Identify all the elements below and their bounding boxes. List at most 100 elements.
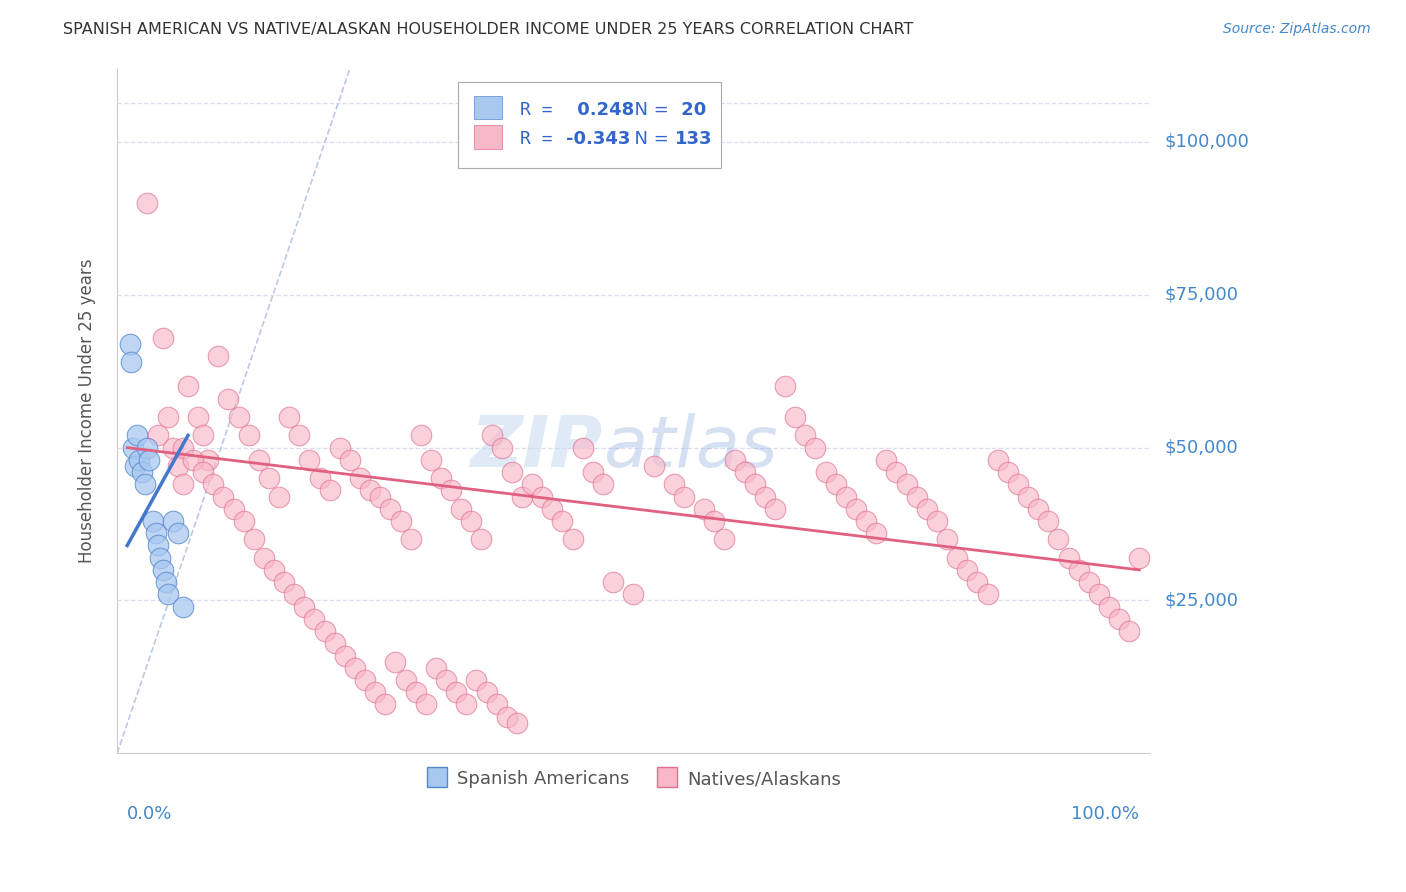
Point	[434, 673, 457, 687]
Point	[1067, 563, 1090, 577]
Text: atlas: atlas	[603, 413, 778, 482]
Point	[263, 563, 285, 577]
Point	[460, 514, 482, 528]
Point	[1118, 624, 1140, 638]
Point	[1098, 599, 1121, 614]
Point	[405, 685, 427, 699]
Text: Source: ZipAtlas.com: Source: ZipAtlas.com	[1223, 22, 1371, 37]
Point	[267, 490, 290, 504]
Point	[430, 471, 453, 485]
Point	[131, 465, 153, 479]
Point	[734, 465, 756, 479]
Point	[120, 336, 142, 351]
Point	[288, 428, 311, 442]
Point	[662, 477, 685, 491]
FancyBboxPatch shape	[458, 82, 721, 168]
Point	[304, 612, 326, 626]
Point	[141, 514, 163, 528]
Point	[824, 477, 846, 491]
Point	[571, 441, 593, 455]
Point	[323, 636, 346, 650]
Point	[592, 477, 614, 491]
Point	[936, 533, 959, 547]
Text: SPANISH AMERICAN VS NATIVE/ALASKAN HOUSEHOLDER INCOME UNDER 25 YEARS CORRELATION: SPANISH AMERICAN VS NATIVE/ALASKAN HOUSE…	[63, 22, 914, 37]
Point	[187, 410, 209, 425]
Point	[197, 453, 219, 467]
Point	[531, 490, 554, 504]
Point	[804, 441, 827, 455]
Text: $75,000: $75,000	[1164, 285, 1239, 304]
Point	[450, 501, 472, 516]
Point	[419, 453, 441, 467]
Point	[217, 392, 239, 406]
Point	[773, 379, 796, 393]
Point	[308, 471, 330, 485]
Point	[172, 599, 194, 614]
Point	[314, 624, 336, 638]
Point	[481, 428, 503, 442]
Point	[120, 355, 142, 369]
Point	[146, 428, 169, 442]
Point	[754, 490, 776, 504]
Point	[138, 453, 160, 467]
Point	[475, 685, 498, 699]
Point	[875, 453, 897, 467]
Point	[409, 428, 432, 442]
Point	[1077, 575, 1099, 590]
Point	[956, 563, 979, 577]
Point	[495, 709, 517, 723]
Text: R =: R =	[520, 130, 564, 148]
Point	[181, 453, 204, 467]
Point	[228, 410, 250, 425]
Point	[1088, 587, 1111, 601]
Point	[380, 501, 402, 516]
Point	[946, 550, 969, 565]
Point	[222, 501, 245, 516]
Point	[162, 441, 184, 455]
Point	[987, 453, 1010, 467]
Point	[915, 501, 938, 516]
Point	[551, 514, 574, 528]
Point	[166, 458, 188, 473]
Point	[162, 514, 184, 528]
Point	[384, 655, 406, 669]
Point	[339, 453, 361, 467]
Point	[865, 526, 887, 541]
Point	[212, 490, 235, 504]
Point	[399, 533, 422, 547]
Point	[134, 477, 156, 491]
Point	[621, 587, 644, 601]
Point	[232, 514, 254, 528]
Point	[191, 428, 214, 442]
Point	[354, 673, 377, 687]
Point	[273, 575, 295, 590]
Point	[374, 698, 396, 712]
Text: 0.248: 0.248	[571, 101, 634, 119]
Text: $25,000: $25,000	[1164, 591, 1239, 609]
Point	[582, 465, 605, 479]
Text: N =: N =	[623, 101, 675, 119]
Text: R =: R =	[520, 101, 564, 119]
Point	[1108, 612, 1130, 626]
Point	[152, 563, 174, 577]
Point	[191, 465, 214, 479]
Point	[1038, 514, 1060, 528]
Point	[520, 477, 543, 491]
Point	[976, 587, 998, 601]
Y-axis label: Householder Income Under 25 years: Householder Income Under 25 years	[79, 259, 96, 563]
Point	[359, 483, 381, 498]
Point	[444, 685, 467, 699]
Text: $100,000: $100,000	[1164, 133, 1250, 151]
Point	[465, 673, 488, 687]
Point	[122, 441, 145, 455]
Point	[541, 501, 564, 516]
Point	[238, 428, 260, 442]
Point	[744, 477, 766, 491]
FancyBboxPatch shape	[474, 125, 502, 149]
Point	[1047, 533, 1070, 547]
Legend: Spanish Americans, Natives/Alaskans: Spanish Americans, Natives/Alaskans	[419, 762, 848, 796]
Point	[124, 458, 146, 473]
Point	[1128, 550, 1150, 565]
Text: N =: N =	[623, 130, 675, 148]
Point	[997, 465, 1019, 479]
